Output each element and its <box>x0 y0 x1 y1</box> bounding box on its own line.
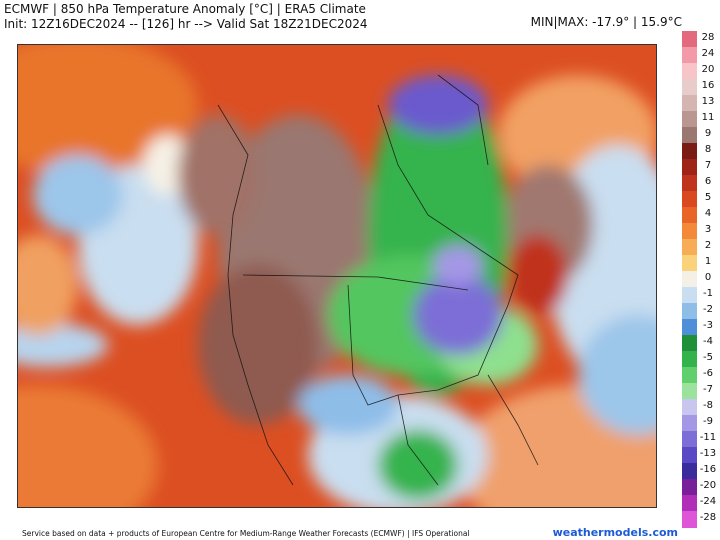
colorbar-swatch <box>682 415 697 432</box>
colorbar-swatch <box>682 239 697 256</box>
colorbar-swatch <box>682 63 697 80</box>
colorbar-swatch <box>682 319 697 336</box>
colorbar-label: -3 <box>703 320 713 331</box>
colorbar-swatch <box>682 431 697 448</box>
colorbar-label: 3 <box>704 224 712 235</box>
colorbar-label: -16 <box>699 464 717 475</box>
colorbar-swatch <box>682 479 697 496</box>
colorbar-label: 0 <box>704 272 712 283</box>
colorbar-swatch <box>682 127 697 144</box>
colorbar-label: -7 <box>703 384 713 395</box>
colorbar-label: 11 <box>701 112 715 123</box>
colorbar-swatch <box>682 95 697 112</box>
colorbar-swatch <box>682 383 697 400</box>
colorbar <box>682 31 697 528</box>
colorbar-swatch <box>682 287 697 304</box>
colorbar-label: 5 <box>704 192 712 203</box>
colorbar-label: -8 <box>703 400 713 411</box>
colorbar-label: -6 <box>703 368 713 379</box>
colorbar-label: -4 <box>703 336 713 347</box>
footer-credit: Service based on data + products of Euro… <box>22 529 470 538</box>
colorbar-swatch <box>682 255 697 272</box>
colorbar-swatch <box>682 223 697 240</box>
colorbar-swatch <box>682 47 697 64</box>
brand-link[interactable]: weathermodels.com <box>552 526 678 539</box>
colorbar-label: 1 <box>704 256 712 267</box>
colorbar-swatch <box>682 159 697 176</box>
colorbar-swatch <box>682 175 697 192</box>
colorbar-label: 24 <box>701 48 715 59</box>
colorbar-swatch <box>682 367 697 384</box>
colorbar-swatch <box>682 207 697 224</box>
colorbar-swatch <box>682 271 697 288</box>
colorbar-label: -11 <box>699 432 717 443</box>
colorbar-label: 20 <box>701 64 715 75</box>
colorbar-label: 7 <box>704 160 712 171</box>
colorbar-label: -9 <box>703 416 713 427</box>
colorbar-swatch <box>682 335 697 352</box>
map-title: ECMWF | 850 hPa Temperature Anomaly [°C]… <box>4 2 366 16</box>
colorbar-swatch <box>682 191 697 208</box>
colorbar-swatch <box>682 399 697 416</box>
colorbar-label: 16 <box>701 80 715 91</box>
colorbar-swatch <box>682 31 697 48</box>
colorbar-label: 8 <box>704 144 712 155</box>
init-valid-line: Init: 12Z16DEC2024 -- [126] hr --> Valid… <box>4 17 368 31</box>
colorbar-swatch <box>682 303 697 320</box>
colorbar-label: 4 <box>704 208 712 219</box>
colorbar-label: -28 <box>699 512 717 523</box>
colorbar-label: -24 <box>699 496 717 507</box>
colorbar-label: 28 <box>701 32 715 43</box>
colorbar-label: -5 <box>703 352 713 363</box>
colorbar-label: 13 <box>701 96 715 107</box>
colorbar-swatch <box>682 79 697 96</box>
colorbar-swatch <box>682 351 697 368</box>
colorbar-label: 2 <box>704 240 712 251</box>
colorbar-label: -13 <box>699 448 717 459</box>
colorbar-label: -1 <box>703 288 713 299</box>
colorbar-swatch <box>682 447 697 464</box>
colorbar-label: -2 <box>703 304 713 315</box>
anomaly-map <box>17 44 657 508</box>
colorbar-label: -20 <box>699 480 717 491</box>
colorbar-swatch <box>682 143 697 160</box>
minmax-readout: MIN|MAX: -17.9° | 15.9°C <box>530 15 682 29</box>
colorbar-label: 9 <box>704 128 712 139</box>
colorbar-swatch <box>682 495 697 512</box>
colorbar-label: 6 <box>704 176 712 187</box>
colorbar-swatch <box>682 111 697 128</box>
colorbar-swatch <box>682 511 697 528</box>
colorbar-swatch <box>682 463 697 480</box>
